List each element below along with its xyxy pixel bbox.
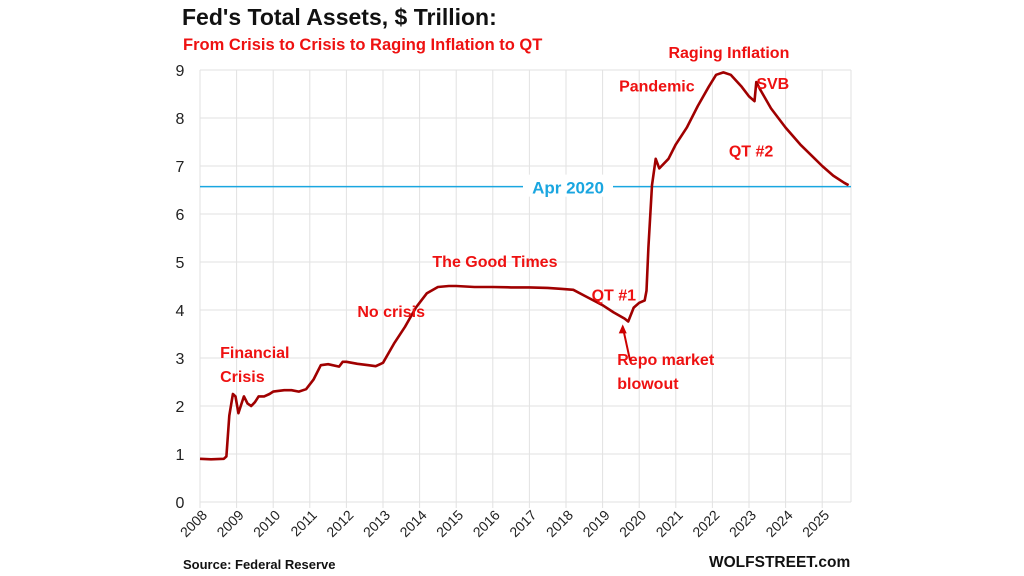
reference-line-group: Apr 2020 xyxy=(200,174,851,198)
chart-subtitle: From Crisis to Crisis to Raging Inflatio… xyxy=(183,36,543,54)
annotation-label: Pandemic xyxy=(619,79,695,96)
x-tick-label: 2010 xyxy=(250,507,283,540)
x-tick-label: 2017 xyxy=(506,507,539,540)
annotation-label: Repo market xyxy=(617,352,715,369)
reference-label-bg xyxy=(523,174,613,197)
y-tick-label: 3 xyxy=(176,351,185,368)
annotation-label: Financial xyxy=(220,345,289,362)
x-tick-label: 2018 xyxy=(543,507,576,540)
y-tick-label: 1 xyxy=(176,447,185,464)
annotations: Financial Crisis No crisis The Good Times QT… xyxy=(220,45,789,393)
x-tick-label: 2016 xyxy=(470,507,503,540)
x-tick-label: 2020 xyxy=(616,507,649,540)
x-tick-label: 2012 xyxy=(323,507,356,540)
y-tick-label: 2 xyxy=(176,399,185,416)
x-tick-label: 2023 xyxy=(726,507,759,540)
annotation-arrowhead xyxy=(618,324,627,334)
brand-watermark: WOLFSTREET.com xyxy=(709,554,851,571)
x-tick-label: 2011 xyxy=(287,507,320,540)
reference-line-label: Apr 2020 xyxy=(532,179,604,198)
y-tick-label: 9 xyxy=(176,63,185,80)
y-tick-label: 0 xyxy=(176,495,185,512)
source-note: Source: Federal Reserve xyxy=(183,557,336,572)
x-tick-label: 2014 xyxy=(396,507,429,540)
annotation-label: QT #2 xyxy=(729,143,774,160)
series-group xyxy=(199,71,850,461)
chart-title: Fed's Total Assets, $ Trillion: xyxy=(182,4,497,30)
x-tick-label: 2009 xyxy=(213,507,246,540)
x-tick-label: 2025 xyxy=(799,507,832,540)
y-axis-ticks: 0 1 2 3 4 5 6 7 8 9 xyxy=(176,63,185,512)
annotation-label: blowout xyxy=(617,376,679,393)
y-tick-label: 4 xyxy=(176,303,185,320)
x-tick-label: 2015 xyxy=(433,507,466,540)
annotation-label: SVB xyxy=(756,76,789,93)
x-tick-label: 2013 xyxy=(360,507,393,540)
grid xyxy=(199,69,852,508)
annotation-label: Raging Inflation xyxy=(668,45,789,62)
y-tick-label: 5 xyxy=(176,255,185,272)
y-tick-label: 7 xyxy=(176,159,185,176)
annotation-label: QT #1 xyxy=(592,287,637,304)
x-tick-label: 2019 xyxy=(579,507,612,540)
annotation-label: No crisis xyxy=(357,304,425,321)
x-axis-ticks: 2008 2009 2010 2011 2012 2013 2014 2015 2016 2017… xyxy=(177,507,833,540)
annotation-label: Crisis xyxy=(220,369,265,386)
annotation-label: The Good Times xyxy=(432,254,557,271)
x-tick-label: 2021 xyxy=(653,507,686,540)
x-tick-label: 2022 xyxy=(689,507,722,540)
y-tick-label: 6 xyxy=(176,207,185,224)
y-tick-label: 8 xyxy=(176,111,185,128)
x-tick-label: 2024 xyxy=(762,507,795,540)
